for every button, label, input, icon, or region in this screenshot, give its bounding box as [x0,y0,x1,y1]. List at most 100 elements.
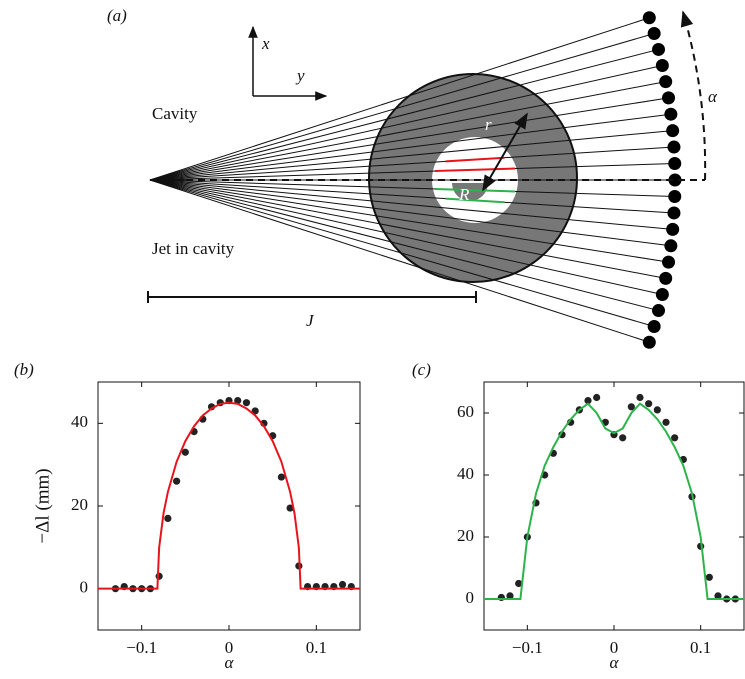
data-point [286,504,294,512]
x-tick-label: −0.1 [512,638,543,657]
ray [149,130,673,181]
detector-dot [666,124,680,138]
data-point [251,407,259,415]
detector-dot [655,58,669,72]
data-point [627,403,635,411]
data-point [671,434,679,442]
detector-dot [647,319,661,333]
detector-dot [655,288,669,302]
y-tick-label: 20 [457,526,474,545]
data-point [645,400,653,408]
axis-label: x [261,34,270,53]
ray-fan [149,11,682,349]
data-point [181,448,189,456]
ray [149,179,669,263]
ray [149,97,669,181]
detector-dot [659,271,673,285]
fit-line [484,402,744,600]
ray [149,179,655,327]
data-point [705,573,713,581]
ray [149,179,663,296]
x-axis-label: α [610,653,620,672]
panel-label: (a) [107,6,127,25]
data-point [653,406,661,414]
chart: −0.1 0 0.1 0 20 40 60 (c) α [412,360,745,672]
data-point [619,434,627,442]
ray [149,179,659,312]
angle-label: α [708,87,718,106]
data-point [506,592,514,600]
y-tick-label: 40 [457,464,474,483]
y-tick-label: 20 [71,495,88,514]
detector-dot [662,91,676,105]
ray [149,179,671,247]
detector-dot [664,107,678,121]
data-point [277,473,285,481]
detector-dot [652,42,666,56]
region-label: Jet in cavity [152,239,235,258]
detector-dot [652,304,666,318]
y-axis-label: −Δl (mm) [32,468,53,543]
inner-core [452,183,488,201]
detector-dot [642,335,656,349]
ray [149,179,675,197]
x-tick-label: −0.1 [126,638,157,657]
detector-dot [642,11,656,25]
alpha-arc [680,10,707,181]
radius-label: r [485,115,492,134]
ray [149,163,675,181]
data-point [155,572,163,580]
plot-frame [483,381,745,631]
x-tick-label: 0 [225,638,234,657]
chart: −0.1 0 0.1 0 20 40 (b) α −Δl (mm) [14,360,361,672]
detector-dot [664,239,678,253]
ray [149,179,673,230]
x-tick-label: 0 [610,638,619,657]
region-label: Cavity [152,104,198,123]
ray [149,48,659,181]
detector-dot [667,206,681,220]
data-point [662,418,670,426]
data-point [338,580,347,589]
ray [149,179,666,279]
x-tick-label: 0.1 [690,638,711,657]
radius-arrow [482,112,528,192]
ray [149,146,674,181]
detector-dot [647,27,661,41]
detector-dot [667,140,681,154]
y-tick-label: 60 [457,402,474,421]
panel-label: (c) [412,360,431,379]
detector-dot [668,173,682,187]
detector-dot [659,75,673,89]
ray [149,17,650,181]
ray [149,64,663,181]
panel-label: (b) [14,360,34,379]
ray [149,179,674,214]
detector-dot [662,255,676,269]
data-point [584,397,592,405]
detector-dot [666,222,680,236]
diagram: (a) x y Cavity Jet in cavity r R α J [107,6,718,349]
x-tick-label: 0.1 [306,638,327,657]
y-tick-label: 40 [71,412,88,431]
data-point [164,514,172,523]
data-point [714,592,722,600]
ray [149,81,666,181]
ray [149,179,650,343]
data-point [636,393,644,402]
y-tick-label: 0 [466,588,475,607]
data-point [593,393,601,402]
x-axis-label: α [225,653,235,672]
ray [149,113,671,181]
data-point [515,579,523,588]
ray [149,33,655,181]
axis-label: y [295,66,305,85]
fit-line [98,401,360,590]
radius-label: R [458,185,470,204]
data-point [234,397,242,405]
data-point [242,399,251,407]
detector-dot [668,157,682,171]
detector-dot [668,189,682,203]
